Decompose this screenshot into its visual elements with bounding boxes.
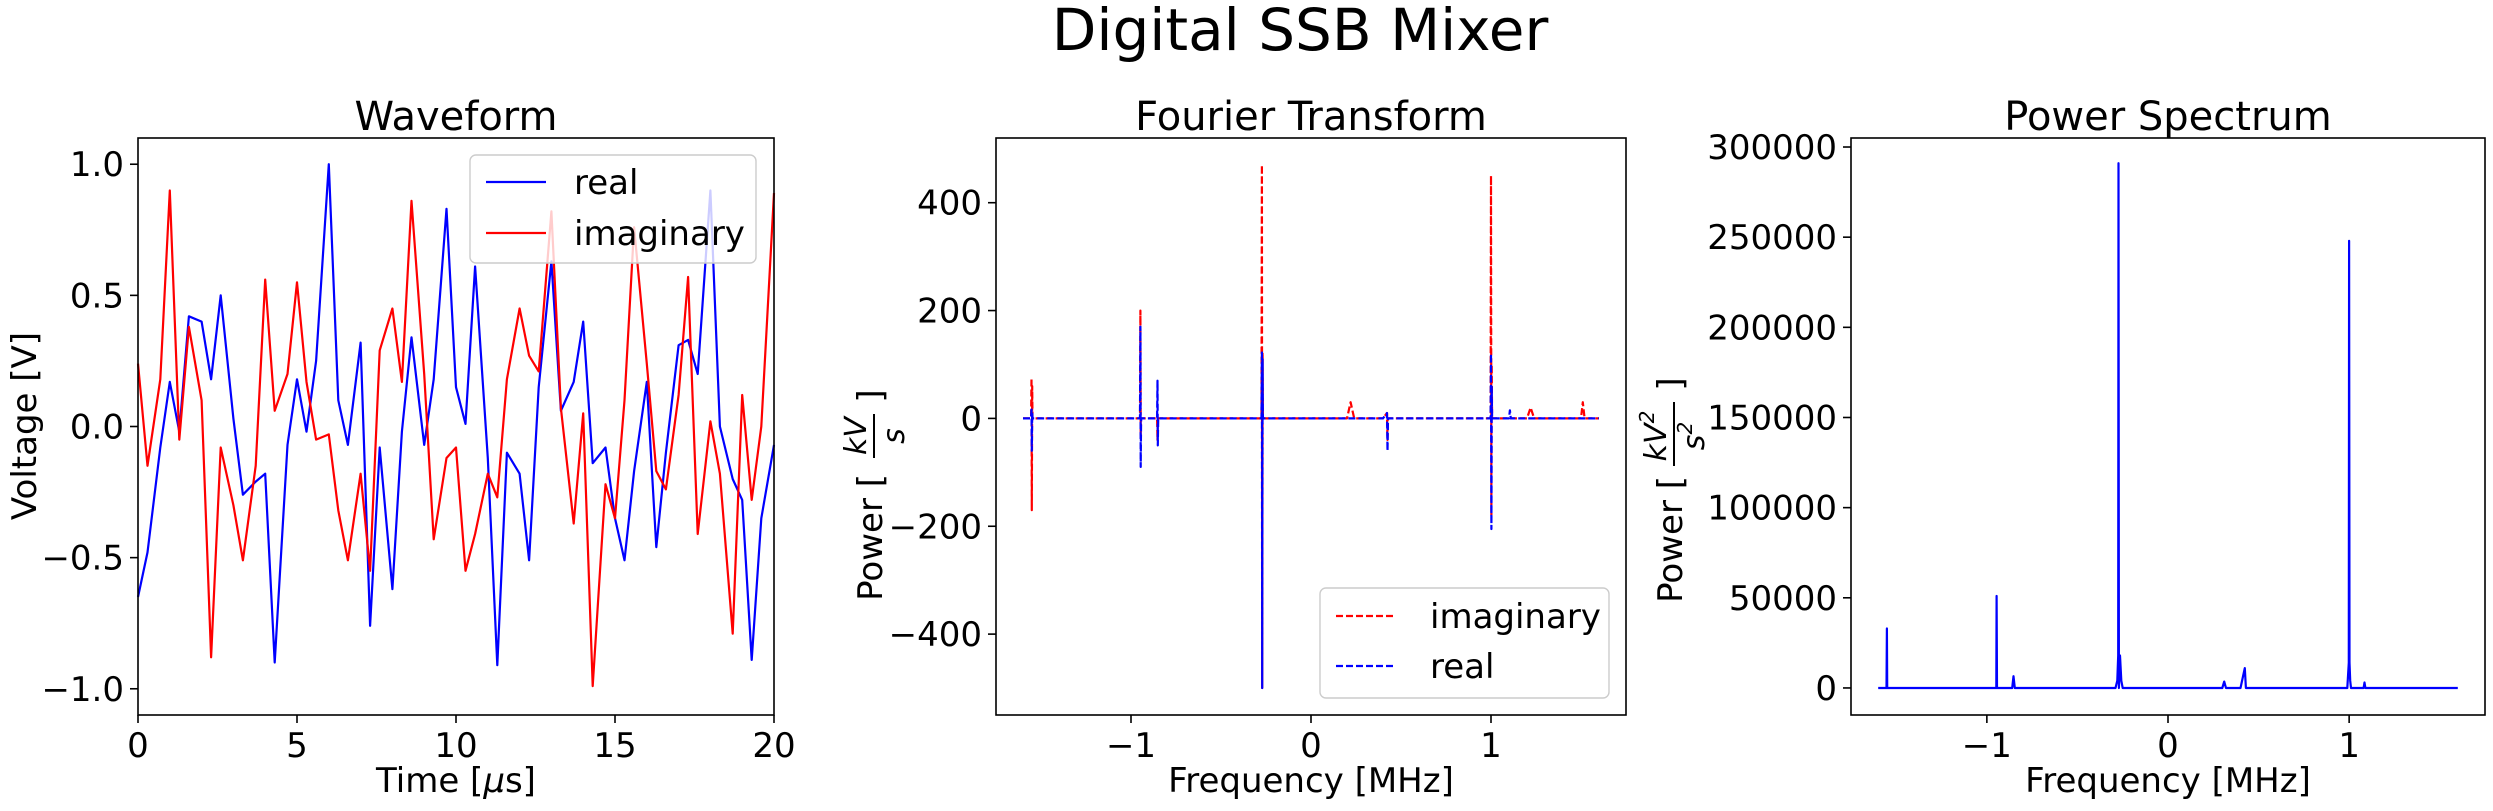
waveform-y-tick-label: −1.0 — [41, 670, 124, 710]
fourier-legend-label-real: real — [1430, 647, 1494, 687]
power-spectrum-y-tick-label: 100000 — [1707, 489, 1837, 529]
power-spectrum-axes-frame — [1850, 137, 2486, 716]
fourier-y-tick-label: 200 — [917, 292, 982, 332]
fourier-y-tick-label: −400 — [889, 615, 982, 655]
figure-title: Digital SSB Mixer — [1052, 0, 1549, 64]
fourier-x-tick-label: 0 — [1300, 726, 1322, 766]
waveform-x-tick-label: 20 — [752, 726, 795, 766]
svg-text:Power [: Power [ — [851, 474, 891, 601]
waveform-legend-label-imaginary: imaginary — [574, 214, 745, 254]
power-spectrum-x-tick-label: 1 — [2338, 726, 2360, 766]
svg-text:]: ] — [851, 389, 891, 402]
fourier-x-tick-label: 1 — [1480, 726, 1502, 766]
fourier-lines — [1023, 163, 1599, 690]
fourier-x-axis-label: Frequency [MHz] — [1168, 761, 1454, 801]
fourier-y-tick-label: 0 — [960, 399, 982, 439]
power-spectrum-y-tick-label: 200000 — [1707, 308, 1837, 348]
power-spectrum-lines — [1878, 162, 2458, 690]
waveform-legend-label-real: real — [574, 163, 638, 203]
waveform-series-real-line — [136, 163, 776, 667]
fourier-title: Fourier Transform — [1135, 94, 1487, 140]
svg-text:Power [: Power [ — [1651, 476, 1691, 603]
power-spectrum-title: Power Spectrum — [2004, 94, 2331, 140]
svg-text:s: s — [877, 428, 912, 444]
waveform-x-tick-label: 0 — [127, 726, 149, 766]
fourier-legend-label-imaginary: imaginary — [1430, 597, 1601, 637]
power-spectrum-y-tick-label: 50000 — [1729, 579, 1837, 619]
power-spectrum-y-tick-label: 0 — [1815, 669, 1837, 709]
waveform-x-tick-label: 10 — [434, 726, 477, 766]
fourier-legend: imaginary real — [1319, 587, 1610, 699]
fourier-series-real-line — [1023, 325, 1599, 690]
waveform-lines — [136, 163, 776, 688]
svg-text:]: ] — [1651, 377, 1691, 390]
power-spectrum-x-tick-label: −1 — [1962, 726, 2012, 766]
waveform-x-tick-label: 5 — [286, 726, 308, 766]
fourier-panel: Fourier Transform −1 0 1 −400 −200 0 200 400 Fr… — [839, 94, 1627, 801]
power-spectrum-panel: Power Spectrum −1 0 1 0 50000 100000 150000 200… — [1635, 94, 2486, 801]
power-spectrum-y-tick-label: 250000 — [1707, 218, 1837, 258]
fourier-y-axis-label: Power [ kV s ] — [839, 389, 912, 601]
svg-text:s2: s2 — [1673, 422, 1712, 450]
waveform-ticks: 0 5 10 15 20 −1.0 −0.5 0.0 0.5 1.0 — [41, 145, 795, 766]
power-spectrum-series-power-line — [1878, 162, 2458, 690]
waveform-y-tick-label: 0.5 — [70, 276, 124, 316]
power-spectrum-x-tick-label: 0 — [2157, 726, 2179, 766]
power-spectrum-y-axis-label: Power [ kV2 s2 ] — [1635, 377, 1712, 603]
waveform-y-tick-label: 0.0 — [70, 408, 124, 448]
power-spectrum-x-axis-label: Frequency [MHz] — [2025, 761, 2311, 801]
fourier-y-tick-label: −200 — [889, 507, 982, 547]
waveform-x-tick-label: 15 — [593, 726, 636, 766]
svg-text:kV: kV — [839, 415, 874, 455]
waveform-y-tick-label: −0.5 — [41, 539, 124, 579]
svg-text:kV2: kV2 — [1635, 411, 1674, 462]
waveform-x-axis-label: Time [μs] — [375, 761, 536, 801]
waveform-title: Waveform — [354, 94, 557, 140]
power-spectrum-ticks: −1 0 1 0 50000 100000 150000 200000 250000 300000 — [1707, 128, 2360, 766]
fourier-x-tick-label: −1 — [1106, 726, 1156, 766]
waveform-y-axis-label: Voltage [V] — [5, 332, 45, 520]
power-spectrum-y-tick-label: 150000 — [1707, 398, 1837, 438]
waveform-series-imaginary-line — [136, 189, 776, 688]
waveform-y-tick-label: 1.0 — [70, 145, 124, 185]
fourier-ticks: −1 0 1 −400 −200 0 200 400 — [889, 184, 1502, 766]
waveform-legend: real imaginary — [469, 154, 757, 264]
fourier-y-tick-label: 400 — [917, 184, 982, 224]
power-spectrum-y-tick-label: 300000 — [1707, 128, 1837, 168]
waveform-panel: Waveform 0 5 10 15 20 −1.0 −0.5 0.0 0.5 1.0 Time … — [5, 94, 796, 801]
